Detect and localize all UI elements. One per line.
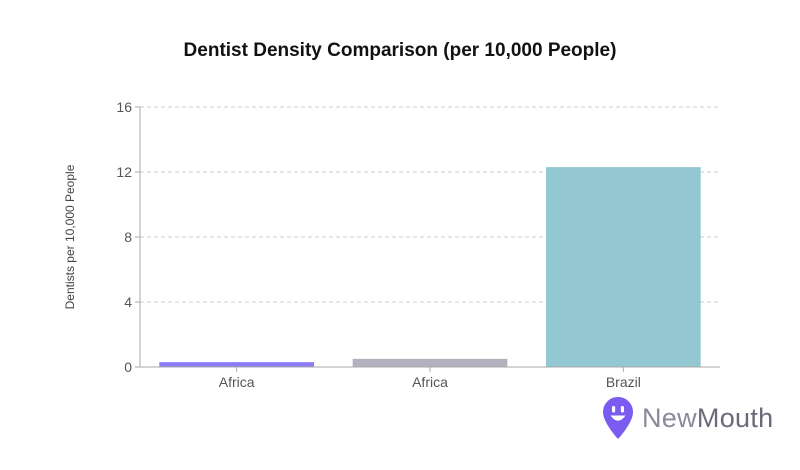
x-axis-categories: Africa Africa Brazil — [219, 367, 641, 390]
bar-1 — [159, 362, 314, 367]
brand-logo: NewMouth — [602, 396, 773, 440]
y-axis-ticks: 0 4 8 12 16 — [116, 99, 140, 375]
bar-3 — [546, 167, 701, 367]
y-tick-label-16: 16 — [116, 99, 132, 115]
x-tick-label-2: Africa — [412, 374, 448, 390]
brand-name-part2: Mouth — [696, 402, 774, 433]
x-tick-label-1: Africa — [219, 374, 255, 390]
y-tick-label-12: 12 — [116, 164, 132, 180]
bars — [159, 167, 701, 367]
brand-name-part1: New — [642, 402, 697, 433]
y-axis-title: Dentists per 10,000 People — [63, 164, 77, 309]
bar-2 — [352, 358, 508, 367]
y-tick-label-8: 8 — [124, 229, 132, 245]
y-tick-label-4: 4 — [124, 294, 132, 310]
chart-title: Dentist Density Comparison (per 10,000 P… — [183, 40, 617, 61]
smiling-location-pin-icon — [603, 397, 633, 439]
x-tick-label-3: Brazil — [606, 374, 641, 390]
y-tick-label-0: 0 — [124, 359, 132, 375]
brand-wordmark: NewMouth — [642, 403, 773, 434]
